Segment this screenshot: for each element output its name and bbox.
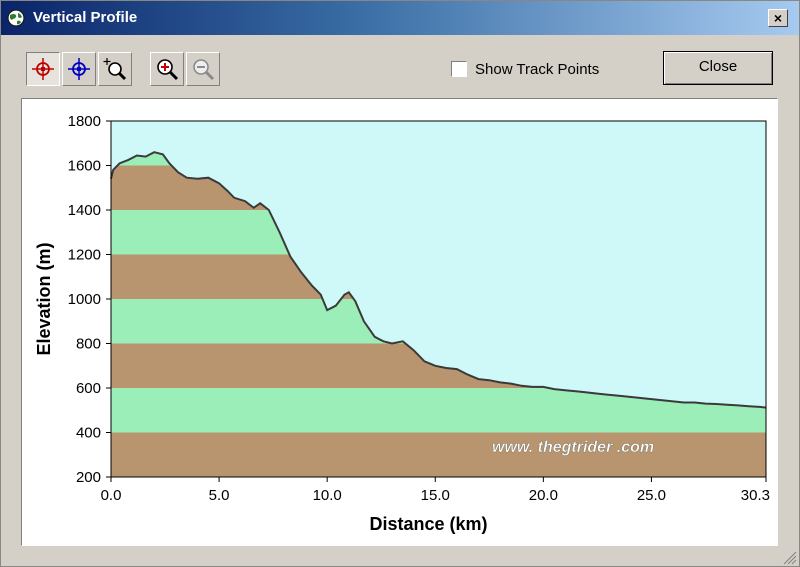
x-tick-label: 25.0 xyxy=(637,487,666,504)
x-tick-label: 5.0 xyxy=(209,487,230,504)
x-tick-label: 15.0 xyxy=(421,487,450,504)
x-axis-label: Distance (km) xyxy=(369,514,487,534)
show-track-points-checkbox[interactable] xyxy=(451,61,467,77)
y-tick-label: 800 xyxy=(76,336,101,353)
title-bar[interactable]: Vertical Profile × xyxy=(1,1,799,35)
crosshair-red-icon xyxy=(32,58,54,80)
window-title: Vertical Profile xyxy=(33,9,138,26)
y-tick-label: 1200 xyxy=(68,247,101,264)
elevation-band xyxy=(111,432,766,477)
elevation-profile-chart: 200 400 600 800 1000 1200 1400 1600 1800 0.0 5.0 10… xyxy=(34,113,770,534)
profile-chart-panel: 200 400 600 800 1000 1200 1400 1600 1800 0.0 5.0 10… xyxy=(21,98,778,546)
x-tick-label: 20.0 xyxy=(529,487,558,504)
x-tick-label: 0.0 xyxy=(101,487,122,504)
y-tick-label: 600 xyxy=(76,380,101,397)
zoom-out-icon xyxy=(193,59,215,81)
close-button[interactable]: Close xyxy=(663,51,773,85)
resize-grip-icon[interactable] xyxy=(781,549,797,565)
y-tick-label: 1800 xyxy=(68,113,101,130)
y-tick-label: 200 xyxy=(76,469,101,486)
red-crosshair-button[interactable] xyxy=(26,52,60,86)
blue-crosshair-button[interactable] xyxy=(62,52,96,86)
watermark-text: www. thegtrider .com xyxy=(492,439,654,456)
close-window-button[interactable]: × xyxy=(768,9,788,27)
y-tick-label: 1000 xyxy=(68,291,101,308)
x-tick-label: 10.0 xyxy=(313,487,342,504)
globe-icon xyxy=(7,9,25,27)
zoom-out-button[interactable] xyxy=(186,52,220,86)
show-track-points-label[interactable]: Show Track Points xyxy=(475,61,600,78)
y-tick-label: 400 xyxy=(76,425,101,442)
elevation-profile-line xyxy=(110,151,767,409)
zoom-area-button[interactable] xyxy=(98,52,132,86)
y-tick-label: 1400 xyxy=(68,202,101,219)
zoom-area-icon xyxy=(103,58,127,81)
y-axis-label: Elevation (m) xyxy=(34,242,54,355)
zoom-in-icon xyxy=(157,59,179,81)
y-tick-label: 1600 xyxy=(68,158,101,175)
zoom-in-button[interactable] xyxy=(150,52,184,86)
crosshair-blue-icon xyxy=(68,58,90,80)
x-tick-label: 30.3 xyxy=(741,487,770,504)
